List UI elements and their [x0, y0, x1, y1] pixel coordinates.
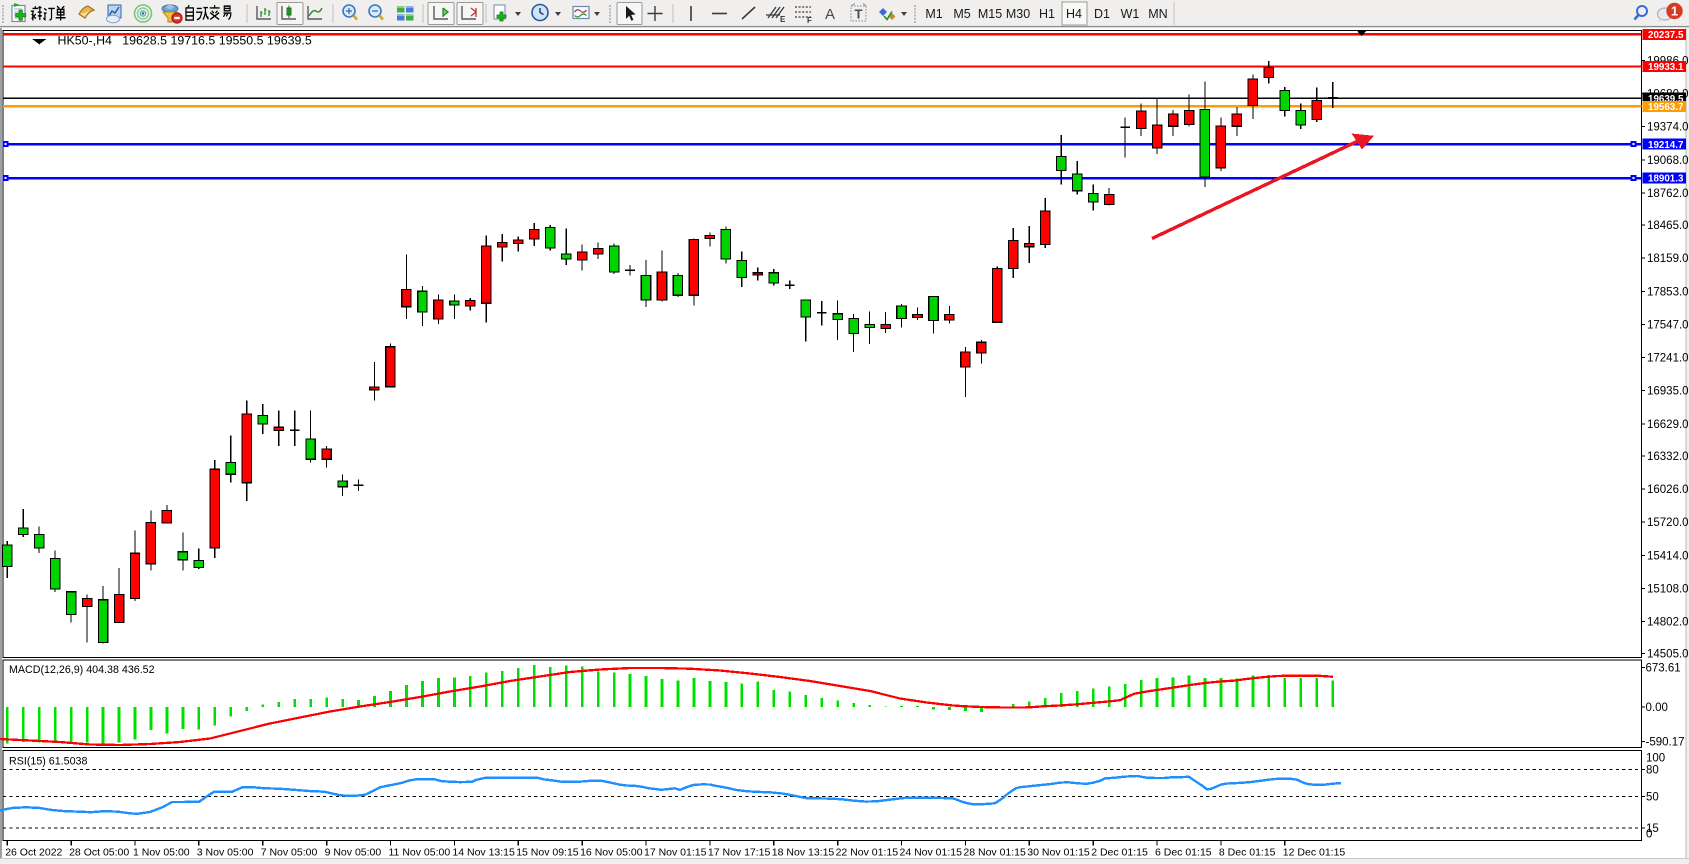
svg-text:1: 1 — [1671, 4, 1678, 19]
svg-text:14 Nov 13:15: 14 Nov 13:15 — [452, 847, 515, 859]
svg-text:14802.0: 14802.0 — [1647, 617, 1689, 629]
svg-text:2 Dec 01:15: 2 Dec 01:15 — [1091, 847, 1148, 859]
svg-text:50: 50 — [1646, 791, 1659, 803]
svg-text:12 Dec 01:15: 12 Dec 01:15 — [1283, 847, 1346, 859]
svg-text:7 Nov 05:00: 7 Nov 05:00 — [261, 847, 318, 859]
svg-text:19639.5: 19639.5 — [1648, 94, 1684, 105]
svg-text:A: A — [825, 6, 835, 23]
svg-text:17241.0: 17241.0 — [1647, 353, 1689, 365]
svg-text:15 Nov 09:15: 15 Nov 09:15 — [516, 847, 579, 859]
svg-text:19068.0: 19068.0 — [1647, 155, 1689, 167]
svg-text:-590.17: -590.17 — [1646, 736, 1685, 748]
svg-text:18762.0: 18762.0 — [1647, 188, 1689, 200]
svg-text:15414.0: 15414.0 — [1647, 550, 1689, 562]
svg-text:HK50-,H4 19628.5 19716.5 195: HK50-,H4 19628.5 19716.5 19550.5 19639.5 — [58, 34, 312, 48]
svg-text:19374.0: 19374.0 — [1647, 122, 1689, 134]
svg-text:M5: M5 — [953, 7, 970, 21]
svg-text:D1: D1 — [1094, 7, 1110, 21]
svg-text:0.00: 0.00 — [1646, 702, 1668, 714]
svg-text:17853.0: 17853.0 — [1647, 286, 1689, 298]
svg-text:H4: H4 — [1066, 7, 1082, 21]
svg-text:T: T — [855, 7, 863, 22]
svg-text:F: F — [807, 16, 812, 25]
svg-text:17 Nov 17:15: 17 Nov 17:15 — [708, 847, 771, 859]
svg-text:16935.0: 16935.0 — [1647, 386, 1689, 398]
svg-text:100: 100 — [1646, 753, 1665, 765]
svg-text:26 Oct 2022: 26 Oct 2022 — [5, 847, 62, 859]
svg-text:15720.0: 15720.0 — [1647, 517, 1689, 529]
svg-text:16629.0: 16629.0 — [1647, 419, 1689, 431]
svg-text:18901.3: 18901.3 — [1648, 174, 1684, 185]
svg-text:14505.0: 14505.0 — [1647, 649, 1689, 661]
svg-text:6 Dec 01:15: 6 Dec 01:15 — [1155, 847, 1212, 859]
svg-text:8 Dec 01:15: 8 Dec 01:15 — [1219, 847, 1276, 859]
svg-text:18 Nov 13:15: 18 Nov 13:15 — [772, 847, 835, 859]
svg-text:30 Nov 01:15: 30 Nov 01:15 — [1027, 847, 1090, 859]
svg-text:80: 80 — [1646, 765, 1659, 777]
svg-text:E: E — [780, 15, 786, 24]
svg-text:M30: M30 — [1006, 7, 1030, 21]
svg-text:22 Nov 01:15: 22 Nov 01:15 — [836, 847, 899, 859]
svg-text:15: 15 — [1646, 823, 1659, 835]
svg-text:MACD(12,26,9) 404.38 436.52: MACD(12,26,9) 404.38 436.52 — [9, 664, 155, 676]
svg-text:18465.0: 18465.0 — [1647, 220, 1689, 232]
svg-text:18159.0: 18159.0 — [1647, 253, 1689, 265]
svg-text:MN: MN — [1148, 7, 1167, 21]
svg-text:19933.1: 19933.1 — [1648, 62, 1684, 73]
svg-text:H1: H1 — [1039, 7, 1055, 21]
svg-text:16026.0: 16026.0 — [1647, 484, 1689, 496]
svg-text:M1: M1 — [925, 7, 942, 21]
svg-text:1 Nov 05:00: 1 Nov 05:00 — [133, 847, 190, 859]
svg-text:3 Nov 05:00: 3 Nov 05:00 — [197, 847, 254, 859]
svg-text:28 Oct 05:00: 28 Oct 05:00 — [69, 847, 129, 859]
svg-text:16332.0: 16332.0 — [1647, 451, 1689, 463]
svg-text:28 Nov 01:15: 28 Nov 01:15 — [963, 847, 1026, 859]
svg-text:16 Nov 05:00: 16 Nov 05:00 — [580, 847, 643, 859]
svg-text:9 Nov 05:00: 9 Nov 05:00 — [325, 847, 382, 859]
svg-text:11 Nov 05:00: 11 Nov 05:00 — [389, 847, 451, 859]
svg-text:24 Nov 01:15: 24 Nov 01:15 — [900, 847, 963, 859]
svg-text:17 Nov 01:15: 17 Nov 01:15 — [644, 847, 707, 859]
svg-text:17547.0: 17547.0 — [1647, 319, 1689, 331]
svg-text:W1: W1 — [1121, 7, 1140, 21]
svg-text:673.61: 673.61 — [1646, 663, 1681, 675]
svg-text:15108.0: 15108.0 — [1647, 583, 1689, 595]
svg-text:20237.5: 20237.5 — [1648, 30, 1684, 41]
svg-text:19214.7: 19214.7 — [1648, 140, 1684, 151]
svg-text:RSI(15) 61.5038: RSI(15) 61.5038 — [9, 756, 87, 768]
svg-text:0: 0 — [1646, 829, 1652, 841]
svg-text:19563.7: 19563.7 — [1648, 102, 1684, 113]
svg-text:M15: M15 — [978, 7, 1002, 21]
